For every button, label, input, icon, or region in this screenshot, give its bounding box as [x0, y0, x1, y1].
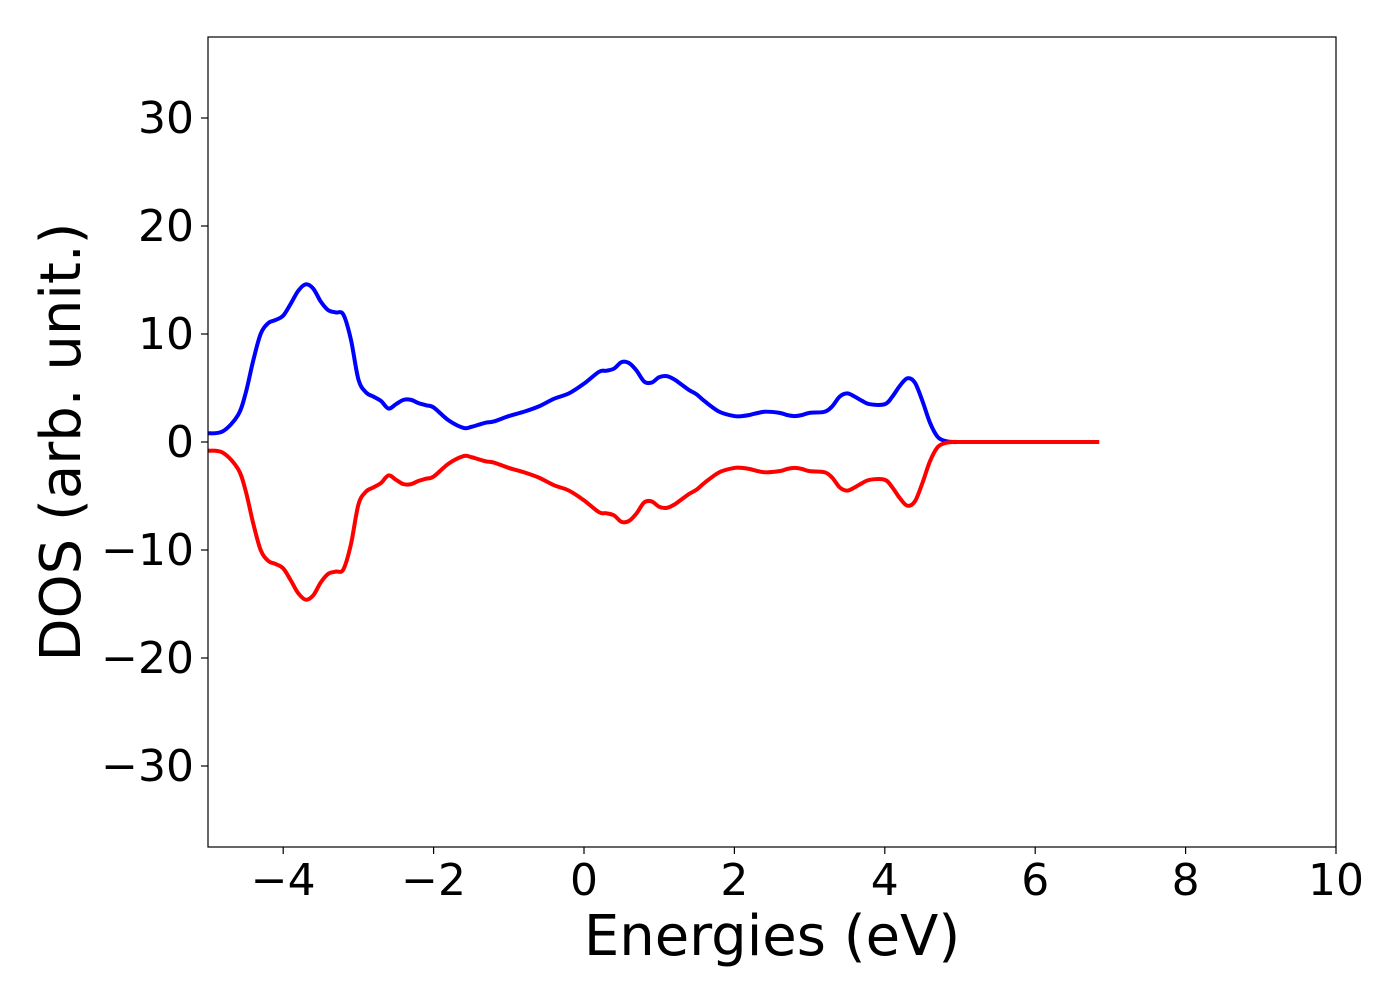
y-tick-label: −30	[101, 741, 194, 792]
y-tick-label: 30	[138, 93, 194, 144]
y-axis-ticks: −30 −20 −10 0 10 20 30	[101, 93, 208, 792]
x-tick-label: 0	[570, 855, 598, 906]
x-axis-label: Energies (eV)	[584, 904, 960, 969]
x-tick-label: 10	[1308, 855, 1364, 906]
y-tick-label: −20	[101, 633, 194, 684]
y-axis-label: DOS (arb. unit.)	[29, 222, 94, 661]
plot-frame	[207, 36, 1337, 848]
x-tick-label: −4	[251, 855, 316, 906]
x-tick-label: −2	[401, 855, 466, 906]
y-tick-label: 20	[138, 201, 194, 252]
x-tick-label: 6	[1021, 855, 1049, 906]
y-tick-label: 10	[138, 309, 194, 360]
spin-down-line	[208, 439, 1100, 602]
spin-up-line	[208, 282, 1100, 445]
series-layer	[208, 282, 1100, 602]
x-tick-label: 8	[1172, 855, 1200, 906]
y-tick-label: 0	[166, 417, 194, 468]
x-tick-label: 4	[871, 855, 899, 906]
y-tick-label: −10	[101, 525, 194, 576]
x-axis-ticks: −4 −2 0 2 4 6 8 10	[251, 847, 1364, 906]
x-tick-label: 2	[720, 855, 748, 906]
